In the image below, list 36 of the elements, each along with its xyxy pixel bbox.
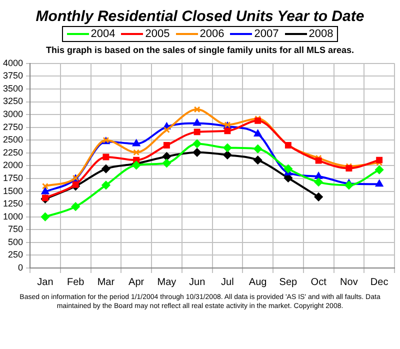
x-tick-label: Sep [279,276,298,288]
legend-label: 2008 [308,28,334,40]
legend-label: 2006 [200,28,224,40]
chart-subtitle: This graph is based on the sales of single family units for all MLS areas. [44,45,356,55]
y-tick-label: 1000 [2,211,24,222]
legend-label: 2004 [90,28,116,40]
y-tick-label: 1750 [2,172,24,183]
y-tick-label: 2500 [2,134,24,145]
y-tick-label: 500 [8,236,24,247]
x-tick-label: May [157,276,176,288]
y-tick-label: 250 [8,250,24,260]
x-tick-label: Aug [248,276,267,288]
x-tick-label: Jun [189,276,206,288]
y-tick-label: 3250 [2,96,24,106]
x-tick-label: Dec [370,276,388,288]
legend-label: 2005 [145,28,170,40]
y-tick-label: 3000 [2,109,24,120]
x-tick-label: Oct [310,276,327,288]
chart-title: Monthly Residential Closed Units Year to Date [34,7,366,26]
y-tick-label: 2250 [2,147,24,158]
y-tick-label: 2750 [2,122,24,132]
x-tick-label: Jul [221,276,234,288]
x-tick-label: Feb [66,276,85,288]
y-tick-label: 3750 [2,70,24,81]
y-tick-label: 2000 [2,160,24,170]
y-tick-label: 750 [8,224,24,234]
y-tick-label: 4000 [2,58,24,68]
y-tick-label: 0 [18,262,24,272]
x-tick-label: Mar [97,276,116,288]
x-tick-label: Apr [128,276,145,288]
x-tick-label: Nov [340,276,358,288]
x-tick-label: Jan [37,276,54,288]
legend-label: 2007 [254,28,279,40]
y-tick-label: 1500 [2,186,24,196]
y-tick-label: 1250 [2,198,24,209]
y-tick-label: 3500 [2,83,24,94]
